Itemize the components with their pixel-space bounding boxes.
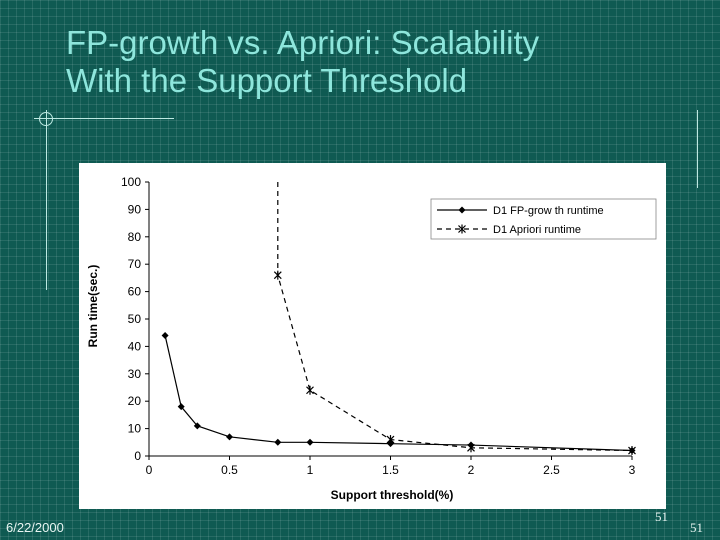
- decorative-vertical-rule: [46, 110, 47, 290]
- y-tick-labels: 0 10 20 30 40 50 60 70 80 90 100: [121, 175, 149, 463]
- x-tick-label: 0.5: [221, 463, 238, 477]
- data-point: [193, 422, 201, 430]
- y-tick-label: 30: [128, 367, 142, 381]
- data-point: [386, 435, 395, 445]
- data-point: [628, 446, 636, 456]
- y-tick-label: 50: [128, 312, 142, 326]
- runtime-chart: 0 10 20 30 40 50 60 70 80 90 100 0 0.5 1 1.5 2 2.5 3 Run…: [86, 175, 657, 502]
- legend-item: D1 Apriori runtime: [437, 224, 581, 236]
- legend-item: D1 FP-grow th runtime: [437, 205, 604, 217]
- decorative-horizontal-rule: [34, 118, 174, 119]
- data-point: [273, 270, 282, 280]
- y-tick-label: 90: [128, 202, 142, 216]
- slide-number-corner: 51: [690, 520, 703, 535]
- y-tick-label: 40: [128, 339, 142, 353]
- slide-title-line-1: FP-growth vs. Apriori: Scalability: [66, 24, 540, 61]
- data-point: [467, 443, 475, 453]
- data-point: [226, 433, 233, 441]
- y-tick-label: 0: [134, 449, 141, 463]
- footer-date: 6/22/2000: [6, 520, 64, 535]
- chart-legend: D1 FP-grow th runtime D1 Apriori runtime: [430, 198, 657, 240]
- data-point: [306, 438, 314, 446]
- y-tick-label: 20: [128, 394, 142, 408]
- y-tick-label: 60: [128, 285, 142, 299]
- y-tick-label: 100: [121, 175, 141, 189]
- y-axis-label: Run time(sec.): [86, 265, 100, 348]
- x-tick-label: 3: [629, 463, 636, 477]
- legend-box: [430, 198, 657, 240]
- y-tick-label: 10: [128, 422, 142, 436]
- data-point: [306, 385, 314, 395]
- y-tick-label: 80: [128, 230, 142, 244]
- x-tick-label: 1.5: [382, 463, 399, 477]
- slide-number: 51: [655, 509, 668, 524]
- x-axis-label: Support threshold(%): [331, 488, 454, 502]
- decorative-right-rule: [697, 110, 698, 188]
- series-1: [161, 331, 636, 455]
- legend-marker: [458, 224, 466, 234]
- series-2: [273, 182, 636, 456]
- data-point: [177, 403, 185, 411]
- data-point: [274, 438, 282, 446]
- plot-area: [161, 182, 636, 456]
- y-tick-label: 70: [128, 257, 142, 271]
- legend-label: D1 FP-grow th runtime: [493, 205, 604, 217]
- x-tick-label: 2.5: [543, 463, 560, 477]
- legend-label: D1 Apriori runtime: [493, 224, 581, 236]
- decorative-ring-icon: [39, 112, 53, 126]
- legend-marker: [458, 206, 466, 214]
- x-tick-labels: 0 0.5 1 1.5 2 2.5 3: [146, 456, 636, 477]
- x-tick-label: 1: [307, 463, 314, 477]
- chart-panel: 0 10 20 30 40 50 60 70 80 90 100 0 0.5 1 1.5 2 2.5 3 Run…: [79, 163, 666, 509]
- series-line: [277, 182, 633, 452]
- x-tick-label: 2: [468, 463, 475, 477]
- data-point: [161, 331, 169, 339]
- slide-title-line-2: With the Support Threshold: [66, 62, 468, 99]
- x-tick-label: 0: [146, 463, 153, 477]
- slide-title: FP-growth vs. Apriori: Scalability With …: [66, 24, 686, 100]
- series-line: [164, 335, 633, 452]
